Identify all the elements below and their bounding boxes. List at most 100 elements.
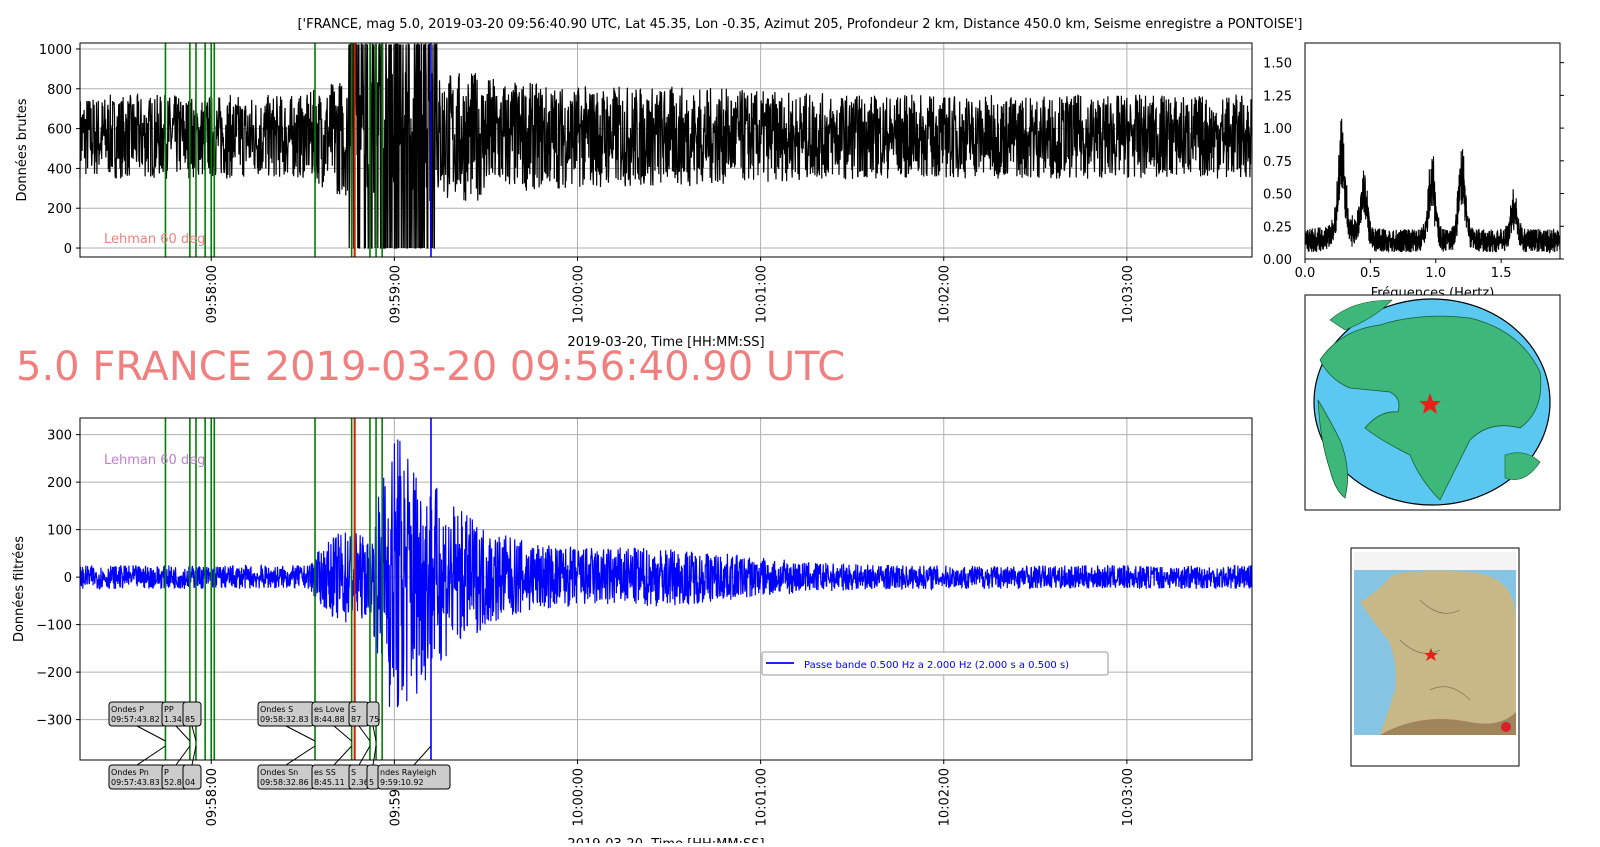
y-tick-label: 100 xyxy=(47,524,72,539)
phase-label-name: Ondes Pn xyxy=(111,768,149,777)
phase-label-name: es SS xyxy=(314,768,336,777)
x-tick-label: 09:59:00 xyxy=(388,265,403,323)
phase-label-name: PP xyxy=(164,705,174,714)
x-axis-label: 2019-03-20, Time [HH:MM:SS] xyxy=(567,335,764,350)
epicenter-star-globe xyxy=(1419,393,1441,414)
phase-label-time: 04 xyxy=(185,778,195,787)
phase-label-time: 75 xyxy=(369,715,379,724)
y-tick-label: 600 xyxy=(47,123,72,138)
regional-map-borders xyxy=(1399,599,1471,701)
phase-label-time: 09:58:32.86 xyxy=(260,778,309,787)
x-tick-label: 10:03:00 xyxy=(1121,768,1136,826)
spectrum-frame xyxy=(1304,42,1561,260)
spectrum-x-tick-label: 1.5 xyxy=(1491,266,1512,281)
raw-data-plot: 0 200 400 600 800 1000 09:58:00 09:59:00 10:00:0… xyxy=(15,42,1253,350)
regional-map-mountains xyxy=(1380,712,1516,735)
regional-map-legend xyxy=(1354,737,1516,764)
spectrum-series xyxy=(1304,118,1561,254)
phase-label-time: 52.86 xyxy=(164,778,187,787)
regional-map-header xyxy=(1354,552,1516,570)
phase-label-arrow xyxy=(372,745,377,766)
globe-map-panel xyxy=(1304,294,1561,511)
spectrum-y-tick-label: 0.50 xyxy=(1263,188,1292,203)
filtered-legend: Passe bande 0.500 Hz a 2.000 Hz (2.000 s… xyxy=(761,651,1109,676)
y-axis-label: Données filtrées xyxy=(12,536,27,642)
regional-map-land xyxy=(1360,570,1516,735)
phase-label-arrow xyxy=(333,725,352,742)
phase-label-name: es Love xyxy=(314,705,345,714)
filtered-signal-series xyxy=(79,439,1253,708)
x-tick-label: 09:58:00 xyxy=(205,265,220,323)
phase-label-arrow xyxy=(191,745,197,766)
phase-label-arrow xyxy=(175,745,191,766)
spectrum-y-tick-label: 1.00 xyxy=(1263,122,1292,137)
spectrum-y-tick-label: 1.50 xyxy=(1263,57,1292,72)
y-tick-label: −300 xyxy=(36,714,72,729)
raw-signal-series xyxy=(79,43,1253,249)
regional-map-panel xyxy=(1350,547,1520,767)
x-tick-label: 10:02:00 xyxy=(938,768,953,826)
phase-label-bottom: es SS8:45.11 xyxy=(311,745,357,790)
phase-label-top: Ondes P09:57:43.82 xyxy=(108,701,166,742)
phase-label-arrow xyxy=(413,745,432,766)
y-tick-label: 1000 xyxy=(39,43,72,58)
phase-label-time: 9:59:10.92 xyxy=(380,778,424,787)
y-tick-label: −200 xyxy=(36,666,72,681)
spectrum-x-tick-label: 0.5 xyxy=(1360,266,1381,281)
epicenter-star-regional xyxy=(1424,648,1438,661)
phase-label-time: 8:44.88 xyxy=(314,715,345,724)
phase-label-arrow xyxy=(136,725,166,742)
phase-label-arrow xyxy=(285,725,316,742)
y-tick-label: 300 xyxy=(47,429,72,444)
phase-label-arrow xyxy=(358,745,371,766)
phase-label-top: S87 xyxy=(348,701,371,742)
phase-label-time: 85 xyxy=(185,715,195,724)
spectrum-y-tick-label: 0.25 xyxy=(1263,220,1292,235)
phase-label-time: 8:45.11 xyxy=(314,778,345,787)
phase-label-time: 87 xyxy=(351,715,361,724)
agency-logo-icon xyxy=(1501,722,1511,732)
phase-label-time: 2.36 xyxy=(351,778,369,787)
phase-label-arrow xyxy=(333,745,353,766)
x-tick-label: 10:00:00 xyxy=(571,768,586,826)
phase-label-name: S xyxy=(351,705,356,714)
spectrum-y-tick-label: 0.75 xyxy=(1263,155,1292,170)
phase-label-arrow xyxy=(372,725,377,742)
phase-label-time: 1.34 xyxy=(164,715,182,724)
y-tick-label: 200 xyxy=(47,202,72,217)
phase-label-time: 09:58:32.83 xyxy=(260,715,309,724)
phase-label-time: 5 xyxy=(369,778,374,787)
x-tick-label: 09:58:00 xyxy=(205,768,220,826)
phase-label-top: 75 xyxy=(366,701,380,742)
figure-title: ['FRANCE, mag 5.0, 2019-03-20 09:56:40.9… xyxy=(297,17,1302,32)
spectrum-y-tick-label: 0.00 xyxy=(1263,253,1292,268)
spectrum-y-tick-label: 1.25 xyxy=(1263,89,1292,104)
phase-label-name: Ondes P xyxy=(111,705,144,714)
spectrum-x-tick-label: 0.0 xyxy=(1295,266,1316,281)
y-tick-label: 0 xyxy=(64,242,72,257)
phase-label-time: 09:57:43.82 xyxy=(111,715,160,724)
phase-label-name: ndes Rayleigh xyxy=(380,768,436,777)
phase-label-arrow xyxy=(285,745,316,766)
x-tick-label: 10:03:00 xyxy=(1121,265,1136,323)
phase-label-time: 09:57:43.83 xyxy=(111,778,160,787)
legend-box xyxy=(761,651,1109,676)
event-big-title: 5.0 FRANCE 2019-03-20 09:56:40.90 UTC xyxy=(16,344,846,390)
globe-australia xyxy=(1504,452,1541,480)
phase-label-top: 85 xyxy=(182,701,202,742)
x-tick-label: 10:02:00 xyxy=(938,265,953,323)
globe-greenland xyxy=(1329,299,1393,331)
phase-label-top: Ondes S09:58:32.83 xyxy=(257,701,316,742)
y-axis-label: Données brutes xyxy=(15,98,30,201)
phase-label-arrow xyxy=(358,725,371,742)
phase-label-name: Ondes S xyxy=(260,705,293,714)
phase-label-name: Ondes Sn xyxy=(260,768,298,777)
spectrum-plot: 0.00 0.25 0.50 0.75 1.00 1.25 1.50 0.0 0.5 1.0 1.5… xyxy=(1263,42,1564,301)
spectrum-x-tick-label: 1.0 xyxy=(1425,266,1446,281)
